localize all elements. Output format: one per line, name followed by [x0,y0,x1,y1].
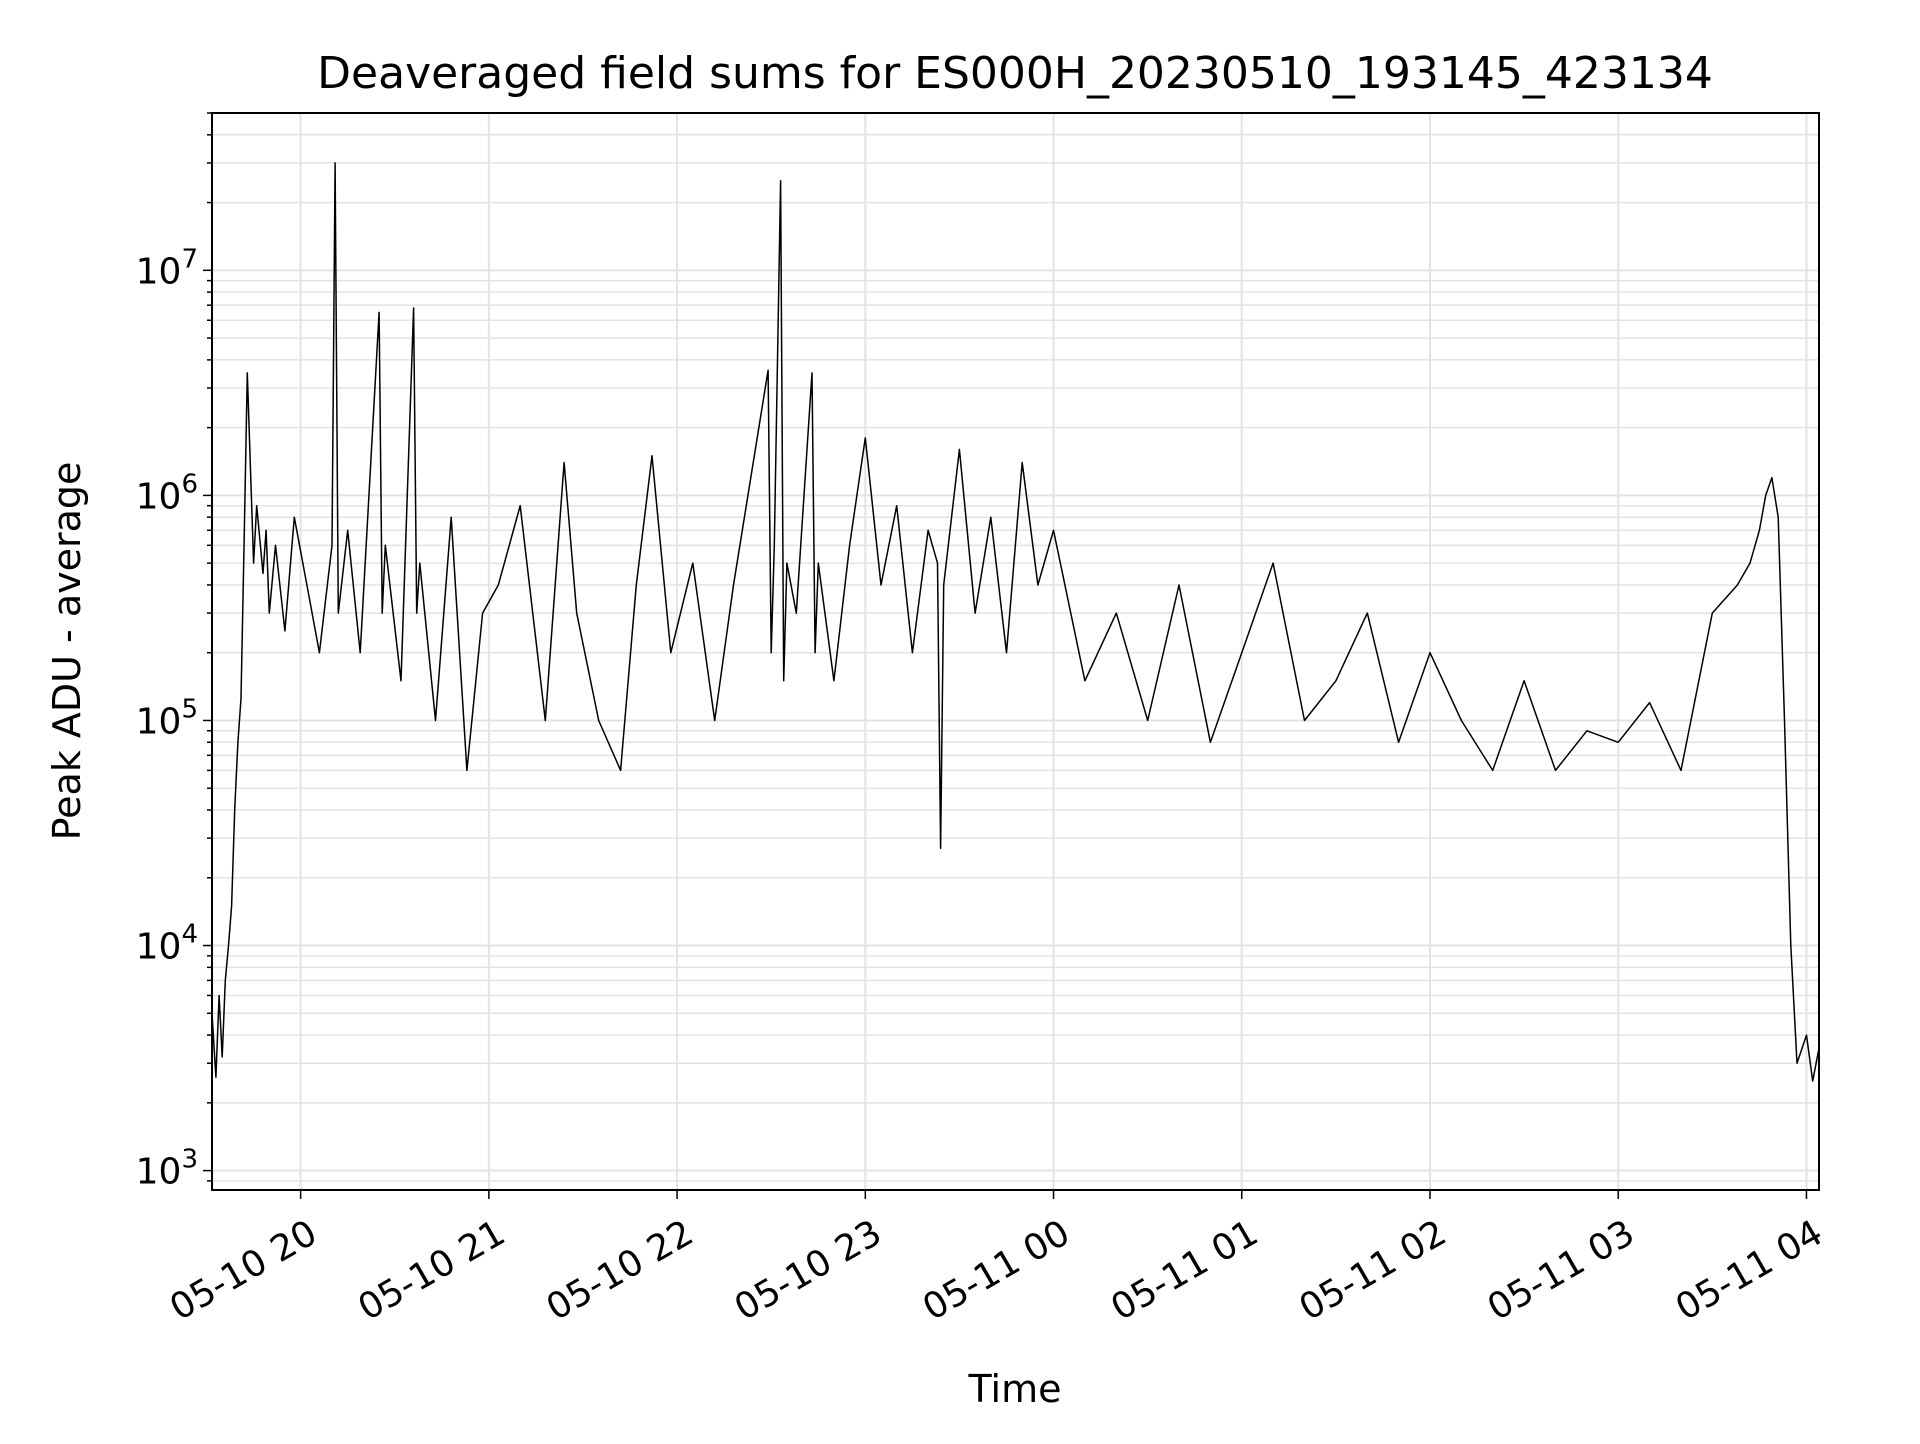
y-tick-label: 105 [136,694,198,742]
data-series [211,162,1820,1082]
y-axis-ticks: 103 104 105 106 107 [136,112,212,1193]
y-tick-label: 106 [136,469,198,517]
y-axis-label: Peak ADU - average [45,462,89,841]
series-line [211,162,1820,1082]
chart-title: Deaveraged field sums for ES000H_2023051… [317,48,1713,99]
x-axis-label: Time [968,1367,1062,1411]
y-tick-label: 103 [136,1145,198,1193]
y-tick-label: 104 [136,920,198,968]
plot-frame [211,112,1820,1191]
y-tick-label: 107 [136,244,198,292]
grid [212,112,1819,1190]
